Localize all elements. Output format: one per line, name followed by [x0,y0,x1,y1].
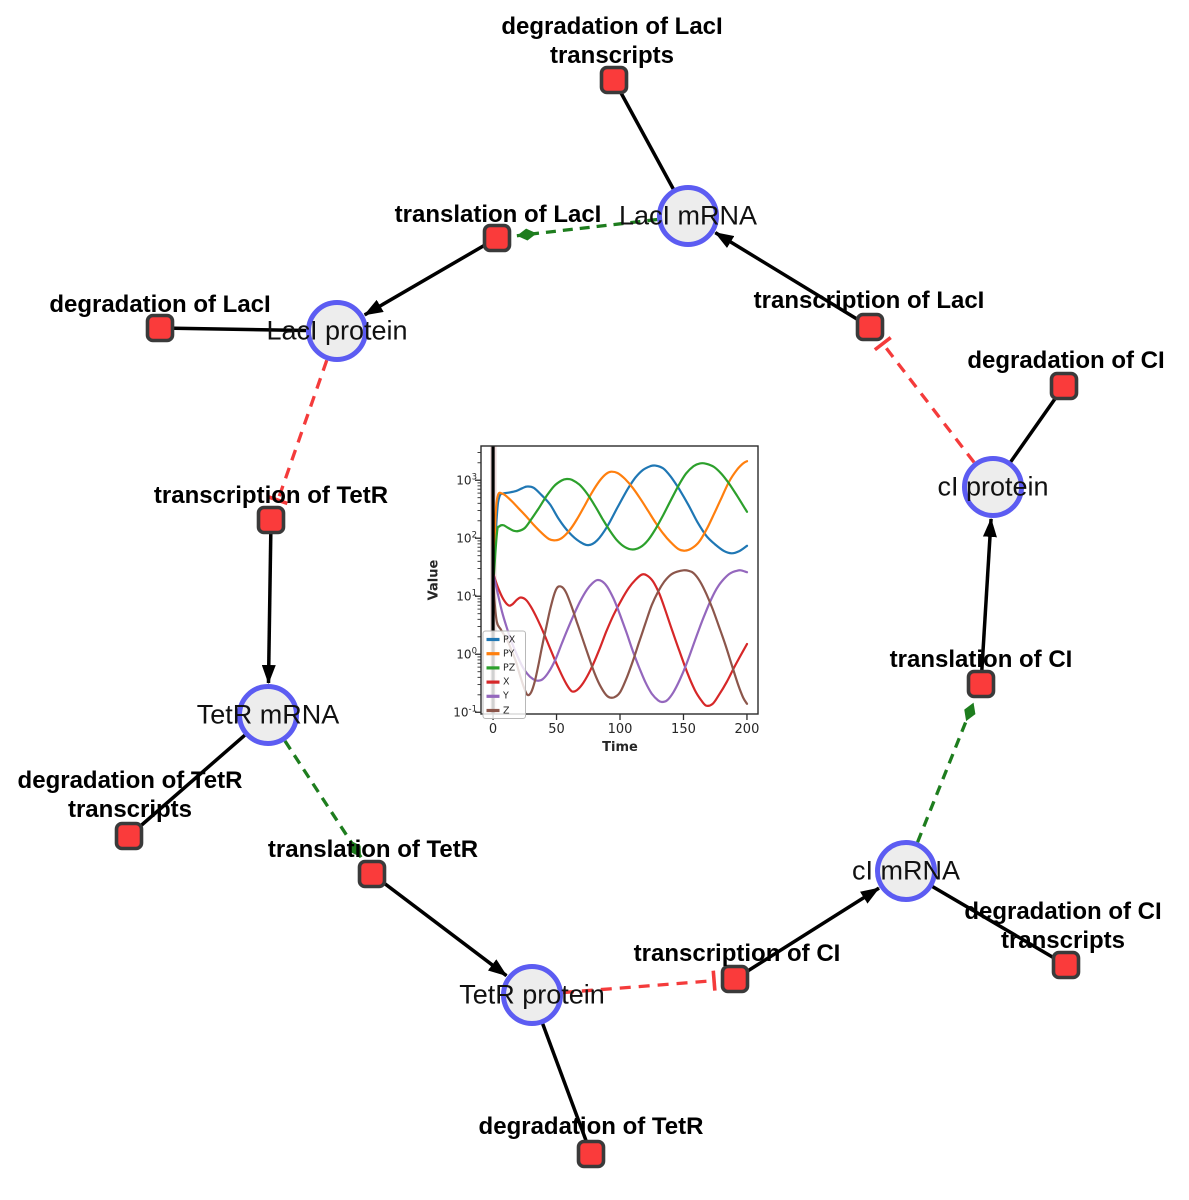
legend-label-Y: Y [503,690,509,702]
edge-production-tl_tetr-to-tetr_protein [370,872,508,978]
species-node-laci_mrna [657,185,719,247]
species-node-tetr_mrna [237,684,299,746]
reaction-label-deg_ci_tx: degradation of CI transcripts [964,897,1161,955]
species-label-tetr_protein: TetR protein [459,979,605,1010]
reaction-label-line: degradation of LacI [49,291,271,318]
x-tick-label: 200 [734,722,760,737]
legend-label-PX: PX [503,634,516,645]
edge-production-tl_ci-to-ci_protein [979,517,997,685]
edge-modifier-ci_mrna-to-tl_ci [916,701,976,843]
reaction-label-deg_tetr_tx: degradation of TetR transcripts [18,766,243,824]
reaction-label-line: degradation of CI [964,898,1162,925]
species-label-laci_protein: LacI protein [266,315,408,346]
species-node-laci_protein [306,300,368,362]
reaction-label-tr_laci: transcription of LacI [754,286,985,315]
x-tick-label: 150 [671,722,696,737]
legend-label-Z: Z [503,705,510,716]
timecourse-chart [418,428,786,760]
x-tick-label: 100 [607,722,633,737]
y-tick-label: 103 [456,472,477,488]
species-label-laci_mrna: LacI mRNA [618,200,758,231]
reaction-label-line: transcripts [67,796,193,823]
y-tick-label: 100 [456,646,477,662]
x-tick-label: 50 [548,722,565,737]
reaction-node-tr_tetr [256,505,286,535]
reaction-label-tl_laci: translation of LacI [395,200,602,229]
chart-ylabel: Value [426,559,442,601]
edge-inhibition-laci_protein-to-tr_tetr [267,359,329,506]
y-tick-label: 101 [456,588,477,604]
y-tick-label: 102 [456,530,477,546]
reaction-label-line: transcription of LacI [753,287,985,314]
reaction-label-line: transcription of TetR [153,482,389,509]
reaction-label-line: translation of TetR [267,836,479,863]
edge-production-tr_ci-to-ci_mrna [734,886,880,981]
edge-production-tr_tetr-to-tetr_mrna [261,519,276,685]
nodes-layer [114,65,1081,1169]
edge-inhibition-ci_protein-to-tr_laci [873,336,976,464]
reaction-label-tr_tetr: transcription of TetR [154,481,388,510]
reaction-label-line: translation of CI [889,646,1073,673]
x-tick-label: 0 [488,722,498,737]
reaction-node-tl_laci [482,223,512,253]
reaction-node-deg_tetr_tx [114,821,144,851]
reaction-node-deg_laci [145,313,175,343]
series-X [492,572,749,707]
series-Y [492,569,749,704]
reaction-label-tr_ci: transcription of CI [634,939,841,968]
reaction-node-deg_ci_tx [1051,950,1081,980]
reaction-node-deg_ci [1049,371,1079,401]
reaction-label-line: degradation of LacI [501,13,723,40]
reaction-node-tr_ci [720,964,750,994]
reaction-node-deg_tetr [576,1139,606,1169]
legend-label-X: X [503,676,510,688]
species-label-ci_protein: cI protein [937,471,1049,502]
reaction-label-deg_laci_tx: degradation of LacI transcripts [501,12,722,70]
species-label-tetr_mrna: TetR mRNA [196,699,340,730]
reaction-label-line: degradation of CI [967,347,1165,374]
legend-label-PY: PY [503,648,515,660]
reaction-node-deg_laci_tx [599,65,629,95]
y-tick-label: 10-1 [453,704,477,720]
reaction-label-deg_tetr: degradation of TetR [479,1112,704,1141]
reaction-label-line: degradation of TetR [17,767,243,794]
reaction-label-line: transcripts [549,42,675,69]
edge-inhibition-tetr_protein-to-tr_ci [562,970,717,995]
legend-label-PZ: PZ [503,662,516,674]
reaction-label-line: degradation of TetR [478,1113,704,1140]
series-PY [492,460,749,588]
reaction-label-line: translation of LacI [394,201,602,228]
edge-production-tr_laci-to-laci_mrna [714,231,871,329]
edge-modifier-laci_mrna-to-tl_laci [516,217,658,241]
reaction-label-line: transcription of CI [633,940,841,967]
reaction-label-deg_ci: degradation of CI [967,346,1164,375]
reaction-label-line: transcripts [1000,927,1126,954]
reaction-node-tl_ci [966,669,996,699]
reaction-label-deg_laci: degradation of LacI [49,290,270,319]
edge-production-tl_laci-to-laci_protein [363,236,498,317]
reaction-node-tr_laci [855,312,885,342]
reaction-node-tl_tetr [357,859,387,889]
series-PX [492,464,749,583]
species-label-ci_mrna: cI mRNA [852,855,960,886]
reaction-label-tl_ci: translation of CI [890,645,1073,674]
edges-layer [127,79,1067,1155]
chart-xlabel: Time [602,740,638,755]
chart-background [418,428,786,760]
species-node-ci_mrna [875,840,937,902]
species-node-tetr_protein [501,964,563,1026]
edge-modifier-tetr_mrna-to-tl_tetr [283,740,363,859]
reaction-label-tl_tetr: translation of TetR [268,835,478,864]
species-node-ci_protein [962,456,1024,518]
series-PZ [492,462,749,589]
